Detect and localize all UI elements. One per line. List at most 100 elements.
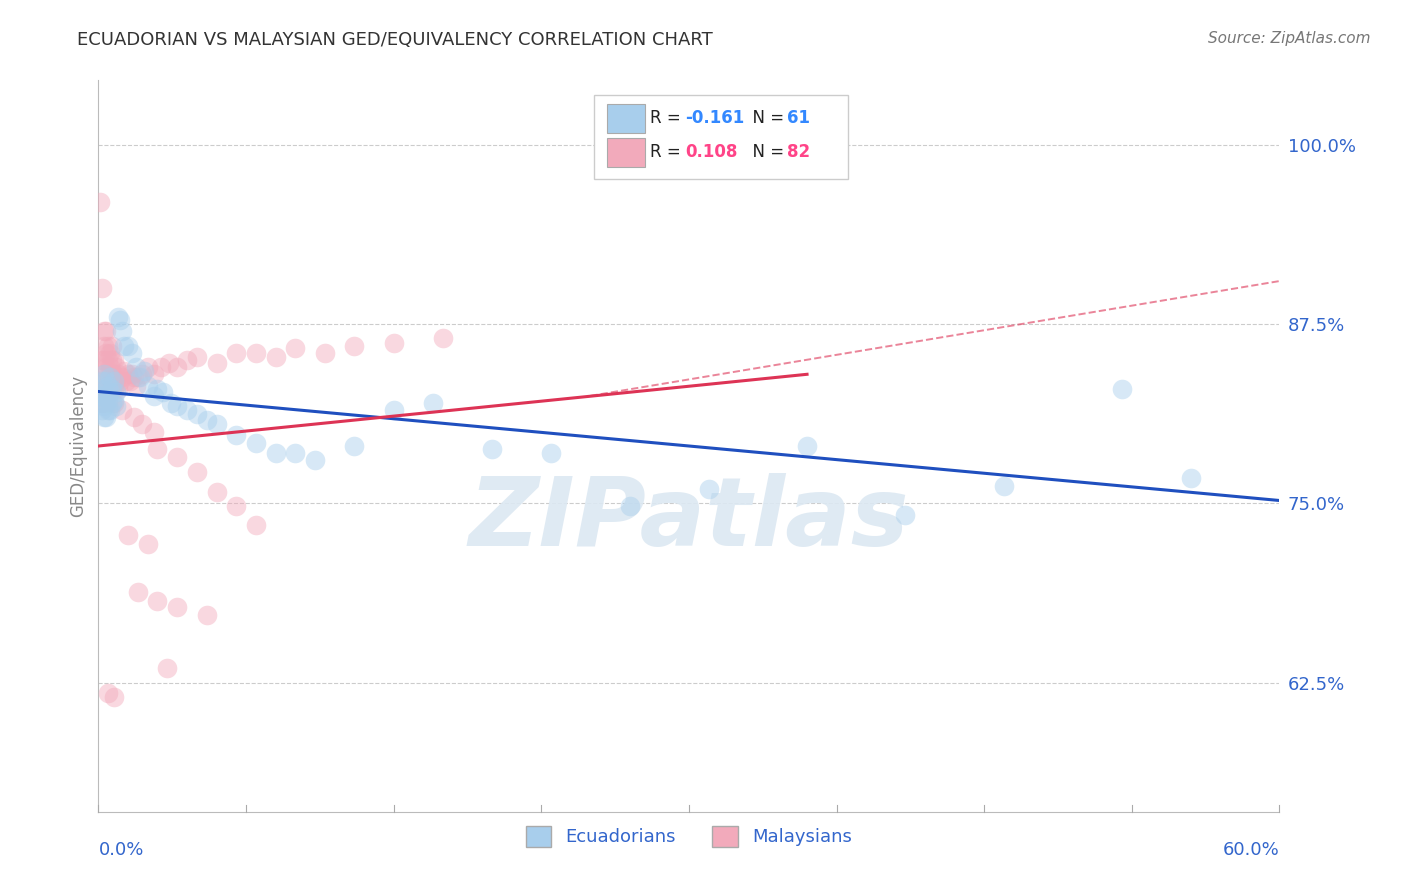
Point	[97, 353, 120, 368]
Point	[343, 338, 366, 352]
Point	[284, 342, 307, 356]
Point	[96, 345, 118, 359]
Point	[96, 410, 118, 425]
Point	[93, 353, 115, 368]
Point	[697, 482, 720, 496]
Point	[125, 378, 148, 392]
Point	[105, 360, 128, 375]
Point	[89, 396, 111, 410]
Point	[103, 382, 125, 396]
Point	[131, 368, 153, 382]
Point	[96, 389, 118, 403]
Point	[121, 345, 143, 359]
Point	[264, 446, 287, 460]
FancyBboxPatch shape	[607, 104, 645, 133]
Point	[91, 353, 114, 368]
Point	[186, 408, 208, 422]
Point	[97, 378, 120, 392]
Point	[152, 384, 174, 399]
Point	[796, 439, 818, 453]
Text: R =: R =	[650, 110, 686, 128]
Point	[146, 442, 169, 456]
Point	[96, 360, 118, 375]
Point	[619, 500, 641, 514]
Point	[101, 396, 124, 410]
Point	[101, 382, 124, 396]
Point	[96, 375, 118, 389]
Legend: Ecuadorians, Malaysians: Ecuadorians, Malaysians	[519, 819, 859, 854]
Point	[96, 324, 118, 338]
Point	[136, 536, 159, 550]
Point	[382, 335, 405, 350]
Point	[205, 417, 228, 432]
Point	[96, 389, 118, 403]
Point	[146, 382, 169, 396]
Point	[382, 403, 405, 417]
Point	[157, 356, 180, 370]
Point	[118, 375, 141, 389]
Point	[205, 484, 228, 499]
Text: -0.161: -0.161	[685, 110, 745, 128]
Point	[195, 608, 218, 623]
Point	[122, 370, 145, 384]
Point	[343, 439, 366, 453]
Point	[105, 399, 128, 413]
Point	[195, 413, 218, 427]
Text: 0.0%: 0.0%	[98, 841, 143, 859]
Point	[98, 370, 121, 384]
Text: R =: R =	[650, 143, 686, 161]
Point	[166, 599, 188, 614]
Point	[97, 382, 120, 396]
Point	[225, 345, 247, 359]
Point	[89, 382, 111, 396]
Point	[108, 313, 131, 327]
Point	[136, 360, 159, 375]
Point	[107, 310, 129, 324]
Point	[142, 368, 165, 382]
Point	[93, 324, 115, 338]
Point	[176, 403, 198, 417]
Point	[93, 410, 115, 425]
Point	[97, 686, 120, 700]
Point	[176, 353, 198, 368]
Y-axis label: GED/Equivalency: GED/Equivalency	[69, 375, 87, 517]
Point	[894, 508, 917, 522]
Point	[111, 403, 134, 417]
Point	[127, 370, 149, 384]
Point	[97, 368, 120, 382]
Point	[540, 446, 562, 460]
Point	[108, 375, 131, 389]
Text: N =: N =	[742, 143, 789, 161]
Point	[107, 382, 129, 396]
Point	[91, 396, 114, 410]
Point	[96, 396, 118, 410]
Point	[225, 500, 247, 514]
Point	[93, 368, 115, 382]
Point	[125, 360, 148, 375]
Text: N =: N =	[742, 110, 789, 128]
Point	[98, 345, 121, 359]
Point	[101, 382, 124, 396]
Point	[93, 384, 115, 399]
Text: 60.0%: 60.0%	[1223, 841, 1279, 859]
Point	[91, 375, 114, 389]
Point	[314, 345, 336, 359]
Point	[105, 384, 128, 399]
Point	[128, 370, 150, 384]
Point	[132, 364, 155, 378]
Point	[117, 528, 139, 542]
Text: ZIPatlas: ZIPatlas	[468, 473, 910, 566]
Point	[432, 331, 454, 345]
Point	[103, 690, 125, 704]
Point	[101, 368, 124, 382]
Point	[98, 360, 121, 375]
Point	[97, 393, 120, 408]
Point	[103, 353, 125, 368]
Point	[101, 353, 124, 368]
FancyBboxPatch shape	[607, 138, 645, 167]
Point	[245, 436, 267, 450]
Point	[98, 375, 121, 389]
Point	[91, 389, 114, 403]
Point	[89, 396, 111, 410]
Point	[97, 338, 120, 352]
